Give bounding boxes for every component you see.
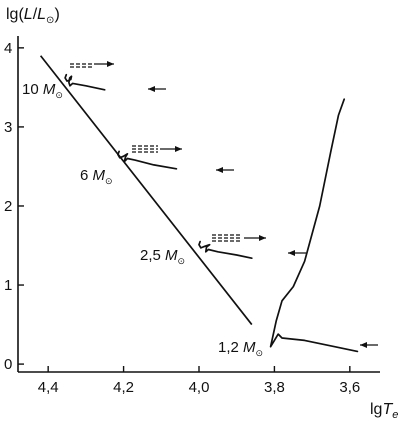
y-tick-label: 0 <box>4 356 12 373</box>
arrow-2-5-out-head <box>259 235 266 241</box>
arrow-10-in-head <box>148 86 155 92</box>
y-tick-label: 3 <box>4 119 12 136</box>
x-tick-label: 4,4 <box>38 379 59 396</box>
x-tick-label: 4,2 <box>113 379 134 396</box>
track-line-0 <box>64 73 106 91</box>
mass-label-2-5: 2,5 M⊙ <box>140 247 185 266</box>
x-tick-label: 3,8 <box>264 379 285 396</box>
x-axis-label: lgTe <box>370 401 398 421</box>
x-tick-label: 4,0 <box>189 379 210 396</box>
arrow-6-in-head <box>216 167 223 173</box>
arrow-6-out-head <box>175 146 182 152</box>
main-sequence-line <box>39 55 253 326</box>
track-line-1 <box>117 150 178 170</box>
track-decorations <box>70 61 378 348</box>
x-tick-label: 3,6 <box>339 379 360 396</box>
track-line-3 <box>269 98 359 353</box>
y-axis-label: lg(L/L⊙) <box>6 6 60 26</box>
evolutionary-tracks <box>64 73 359 353</box>
mass-label-10: 10 M⊙ <box>22 81 63 100</box>
y-tick-label: 2 <box>4 198 12 215</box>
mass-label-6: 6 M⊙ <box>80 167 113 186</box>
y-tick-label: 1 <box>4 277 12 294</box>
mass-label-1-2: 1,2 M⊙ <box>218 339 263 358</box>
arrow-10-out-head <box>107 61 114 67</box>
tick-labels: 0 1 2 3 4 4,4 4,2 4,0 3,8 3,6 <box>4 40 360 396</box>
arrow-2-5-in-head <box>288 250 295 256</box>
arrow-1-2-in-head <box>360 342 367 348</box>
track-line-2 <box>198 240 253 260</box>
ticks <box>18 47 351 372</box>
y-tick-label: 4 <box>4 40 12 57</box>
